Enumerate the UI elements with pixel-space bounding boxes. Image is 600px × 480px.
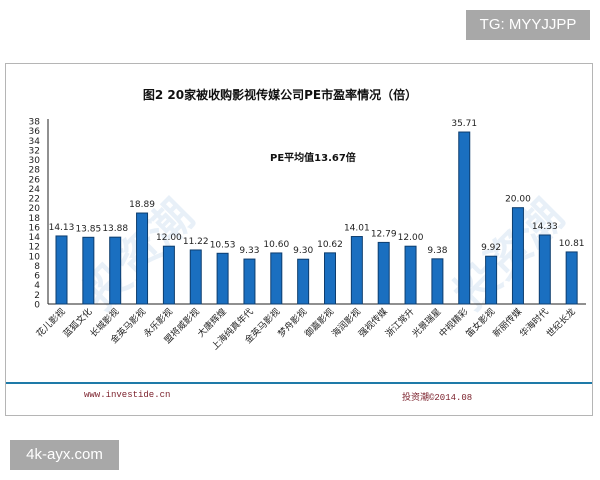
bar — [189, 249, 202, 305]
chart-title: 图2 20家被收购影视传媒公司PE市盈率情况（倍） — [0, 86, 600, 103]
y-tick-label: 34 — [29, 137, 41, 147]
bar-value-label: 14.13 — [49, 223, 75, 233]
y-tick-label: 32 — [29, 146, 40, 156]
y-tick-label: 24 — [29, 185, 41, 195]
bar — [109, 236, 122, 305]
y-tick-label: 18 — [29, 214, 41, 224]
y-tick-label: 0 — [34, 301, 40, 311]
chart-title-text: 图2 20家被收购影视传媒公司PE市盈率情况（倍） — [142, 88, 418, 102]
y-tick-label: 14 — [29, 233, 41, 243]
bar — [511, 207, 524, 305]
y-tick-label: 38 — [29, 118, 41, 128]
bar-value-label: 10.60 — [263, 240, 289, 250]
bar — [82, 236, 95, 305]
x-axis-labels: 花儿影视蓝狐文化长城影视金英马影视永乐影视盟将威影视大唐辉煌上海纯真年代金英马影… — [34, 306, 578, 353]
bar-value-label: 13.85 — [75, 224, 101, 234]
y-tick-label: 12 — [29, 243, 40, 253]
bar-value-label: 12.00 — [156, 233, 182, 243]
bar — [565, 251, 578, 305]
y-tick-label: 22 — [29, 195, 40, 205]
bar-value-label: 35.71 — [451, 119, 477, 129]
y-tick-label: 26 — [29, 175, 41, 185]
bar — [216, 252, 229, 305]
bar — [324, 252, 336, 305]
bar-value-label: 10.53 — [210, 240, 236, 250]
bar — [350, 236, 363, 305]
bar-value-label: 12.79 — [371, 229, 397, 239]
bar — [377, 241, 390, 305]
bar — [431, 258, 444, 305]
y-tick-label: 8 — [34, 262, 40, 272]
y-tick-label: 28 — [29, 166, 41, 176]
chart-frame — [5, 63, 593, 416]
bar — [458, 131, 471, 305]
bar-value-label: 20.00 — [505, 195, 531, 205]
bar-value-label: 10.81 — [559, 239, 585, 249]
y-tick-label: 4 — [34, 281, 40, 291]
bar — [270, 252, 283, 305]
bar — [136, 212, 149, 305]
y-tick-label: 6 — [34, 272, 40, 282]
y-tick-label: 2 — [34, 291, 40, 301]
bar-value-label: 9.92 — [481, 243, 501, 253]
watermark-tag-top: TG: MYYJJPP — [466, 10, 590, 40]
bar — [485, 255, 498, 305]
footer-divider — [6, 382, 592, 384]
watermark-tag-bottom: 4k-ayx.com — [10, 440, 119, 470]
bar-value-label: 10.62 — [317, 240, 343, 250]
bar-value-label: 9.33 — [239, 246, 259, 256]
average-annotation: PE平均值13.67倍 — [270, 153, 356, 164]
bar — [162, 245, 175, 305]
footer-copyright: 投资潮©2014.08 — [402, 393, 473, 403]
y-tick-label: 16 — [29, 223, 41, 233]
bar-value-label: 14.33 — [532, 222, 558, 232]
bar — [538, 234, 551, 305]
bar-value-label: 11.22 — [183, 237, 209, 247]
bar-value-label: 9.38 — [427, 246, 447, 256]
bar — [55, 235, 68, 305]
y-tick-label: 36 — [29, 127, 41, 137]
y-tick-label: 30 — [29, 156, 41, 166]
footer-website: www.investide.cn — [84, 390, 171, 400]
x-category-label: 世纪长龙 — [544, 306, 578, 340]
bar-value-label: 9.30 — [293, 246, 313, 256]
y-tick-label: 10 — [29, 252, 41, 262]
bar — [243, 258, 256, 305]
bar-value-label: 18.89 — [129, 200, 155, 210]
bar — [404, 245, 417, 305]
bar-value-label: 14.01 — [344, 224, 370, 234]
bar — [297, 258, 310, 305]
y-tick-label: 20 — [29, 204, 41, 214]
bar-value-label: 12.00 — [398, 233, 424, 243]
bar-value-label: 13.88 — [102, 224, 128, 234]
